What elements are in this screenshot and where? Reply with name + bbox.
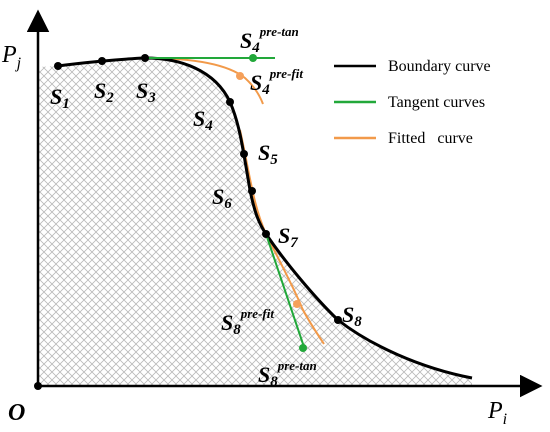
point-s8-pre-tan (299, 344, 307, 352)
label-s7: S7 (278, 223, 298, 251)
y-axis-label: Pj (1, 42, 22, 72)
fitted-curve-lower (239, 129, 325, 345)
point-s4-pre-fit (236, 72, 244, 80)
origin-label: O (8, 400, 25, 426)
label-s8-pre-fit: S8pre-fit (221, 306, 274, 338)
y-axis-label-sub: j (15, 55, 22, 72)
x-axis-label-base: P (487, 398, 503, 424)
point-s6 (248, 187, 256, 195)
legend: Boundary curve Tangent curves Fitted cur… (334, 58, 491, 147)
label-s6: S6 (212, 184, 232, 212)
point-s5 (240, 150, 248, 158)
origin-dot (34, 382, 42, 390)
label-s5: S5 (258, 140, 278, 168)
point-s8-pre-fit (293, 300, 301, 308)
y-axis-label-base: P (1, 42, 17, 68)
label-s2: S2 (94, 78, 114, 106)
legend-fitted-label: Fitted curve (388, 130, 473, 147)
point-s8 (334, 316, 342, 324)
point-s1 (54, 62, 62, 70)
x-axis-label: Pi (487, 398, 507, 428)
label-s4: S4 (193, 106, 213, 134)
legend-tangent-label: Tangent curves (388, 94, 485, 111)
point-s2 (98, 57, 106, 65)
label-s1: S1 (50, 84, 70, 112)
tangent-line-lower (265, 233, 306, 351)
label-s4-pre-tan: S4pre-tan (240, 24, 299, 56)
x-axis-label-sub: i (503, 411, 507, 428)
point-s7 (262, 230, 270, 238)
label-s3: S3 (136, 78, 156, 106)
label-s4-pre-fit: S4pre-fit (250, 66, 303, 98)
label-s8-pre-tan: S8pre-tan (258, 358, 317, 390)
point-s4 (226, 98, 234, 106)
point-s3 (141, 54, 149, 62)
legend-boundary-label: Boundary curve (388, 58, 491, 75)
feasible-region (38, 58, 472, 386)
point-s4-pre-tan (249, 54, 257, 62)
label-s8: S8 (342, 302, 362, 330)
